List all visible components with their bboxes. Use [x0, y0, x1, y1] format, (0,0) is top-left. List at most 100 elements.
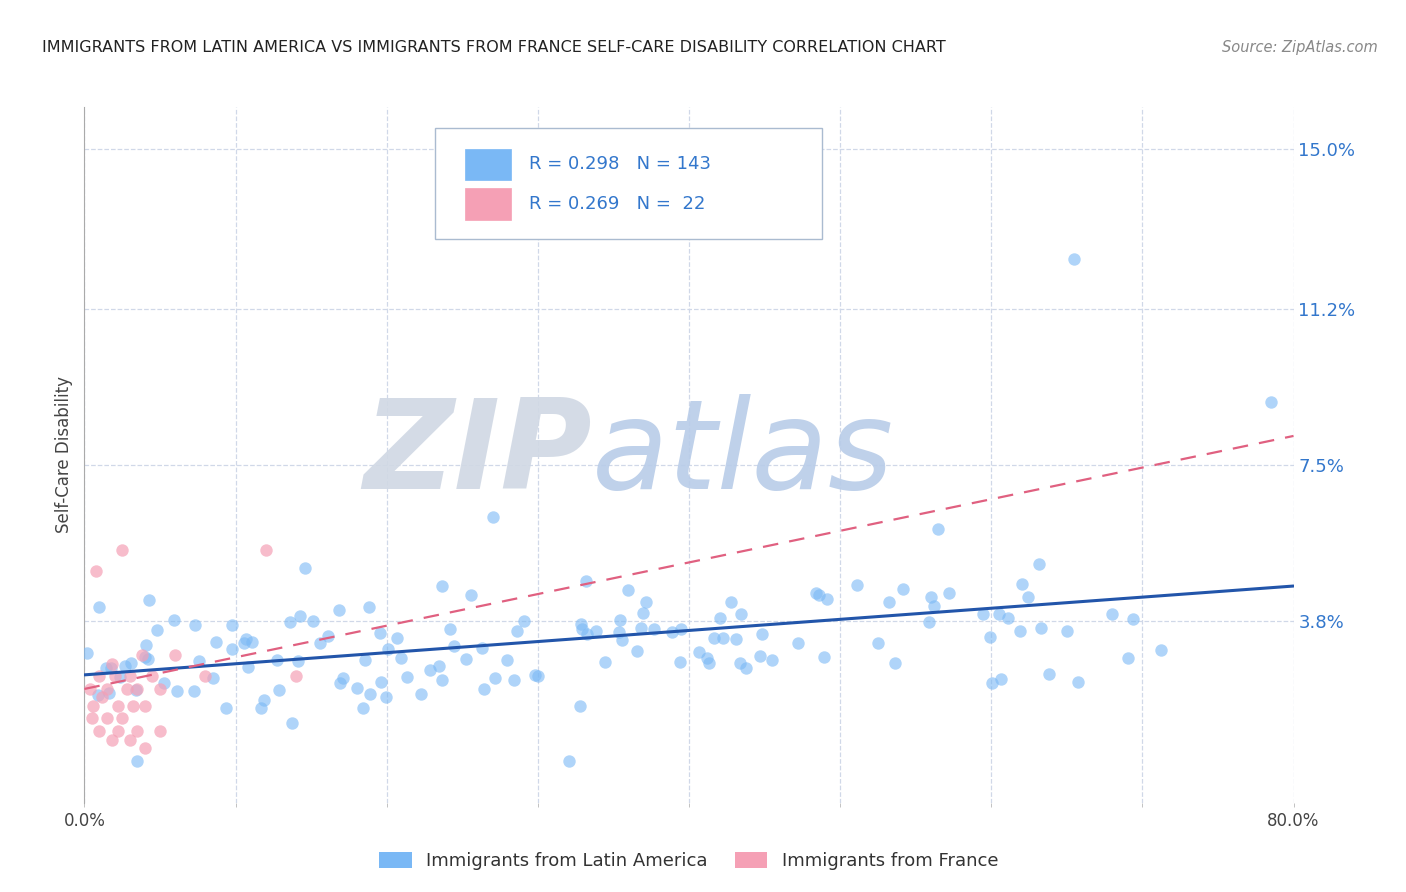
- Point: [1121, 612, 1143, 626]
- Point: [89, 669, 111, 683]
- Point: [558, 754, 581, 768]
- Point: [725, 632, 748, 646]
- Point: [634, 595, 657, 609]
- Point: [110, 670, 132, 684]
- Point: [734, 661, 756, 675]
- Point: [1063, 252, 1085, 266]
- Point: [432, 579, 454, 593]
- Point: [111, 711, 134, 725]
- Point: [1067, 675, 1090, 690]
- Point: [439, 622, 461, 636]
- Point: [204, 635, 226, 649]
- Point: [569, 617, 592, 632]
- Point: [387, 631, 409, 645]
- Point: [118, 732, 141, 747]
- Point: [287, 654, 309, 668]
- Point: [1101, 607, 1123, 622]
- Point: [253, 693, 276, 707]
- Point: [630, 621, 652, 635]
- Point: [593, 655, 616, 669]
- Point: [242, 635, 264, 649]
- Point: [309, 636, 332, 650]
- Point: [134, 650, 156, 665]
- Point: [988, 607, 1011, 621]
- Point: [235, 632, 257, 647]
- Point: [409, 687, 432, 701]
- Point: [460, 588, 482, 602]
- Point: [134, 741, 156, 756]
- Point: [643, 622, 665, 636]
- Point: [703, 631, 725, 645]
- Point: [329, 676, 352, 690]
- Point: [82, 698, 104, 713]
- Point: [316, 629, 339, 643]
- Point: [89, 724, 111, 739]
- Point: [127, 724, 149, 739]
- Point: [813, 649, 835, 664]
- Point: [166, 684, 188, 698]
- Point: [96, 681, 118, 696]
- Point: [249, 701, 271, 715]
- Point: [806, 586, 828, 600]
- Point: [359, 600, 381, 615]
- Point: [96, 711, 118, 725]
- Point: [328, 603, 350, 617]
- Point: [332, 671, 354, 685]
- Point: [100, 657, 122, 671]
- Point: [877, 595, 900, 609]
- Point: [846, 578, 869, 592]
- Text: ZIP: ZIP: [364, 394, 592, 516]
- Point: [730, 656, 752, 670]
- Point: [120, 656, 142, 670]
- Point: [374, 690, 396, 704]
- Point: [127, 681, 149, 696]
- Point: [138, 593, 160, 607]
- Point: [146, 623, 169, 637]
- Point: [284, 669, 308, 683]
- Point: [267, 683, 290, 698]
- Point: [236, 660, 259, 674]
- Point: [927, 522, 949, 536]
- Point: [891, 582, 914, 596]
- Point: [131, 648, 153, 663]
- Point: [187, 654, 209, 668]
- Point: [1029, 621, 1052, 635]
- Text: IMMIGRANTS FROM LATIN AMERICA VS IMMIGRANTS FROM FRANCE SELF-CARE DISABILITY COR: IMMIGRANTS FROM LATIN AMERICA VS IMMIGRA…: [42, 40, 946, 55]
- Point: [495, 653, 517, 667]
- Text: Source: ZipAtlas.com: Source: ZipAtlas.com: [1222, 40, 1378, 55]
- Bar: [465, 188, 512, 219]
- Point: [711, 632, 734, 646]
- Point: [454, 652, 477, 666]
- Point: [761, 653, 783, 667]
- Point: [807, 588, 830, 602]
- Point: [484, 671, 506, 685]
- Point: [370, 626, 392, 640]
- Point: [1150, 642, 1173, 657]
- Point: [221, 642, 243, 657]
- Point: [80, 711, 103, 725]
- Point: [1017, 590, 1039, 604]
- Point: [76, 646, 98, 660]
- Point: [523, 668, 546, 682]
- Point: [184, 618, 207, 632]
- Point: [920, 590, 942, 604]
- Point: [114, 659, 136, 673]
- Point: [979, 630, 1001, 644]
- Point: [669, 655, 692, 669]
- Point: [278, 615, 301, 629]
- Point: [751, 627, 773, 641]
- Point: [430, 673, 453, 687]
- Point: [661, 625, 683, 640]
- Point: [506, 624, 529, 638]
- Point: [938, 585, 960, 599]
- Point: [194, 669, 217, 683]
- Point: [201, 671, 224, 685]
- Point: [513, 614, 536, 628]
- Point: [626, 644, 648, 658]
- Point: [617, 582, 640, 597]
- Point: [104, 669, 127, 683]
- Point: [111, 542, 134, 557]
- Point: [100, 661, 122, 675]
- Point: [918, 615, 941, 630]
- Point: [443, 639, 465, 653]
